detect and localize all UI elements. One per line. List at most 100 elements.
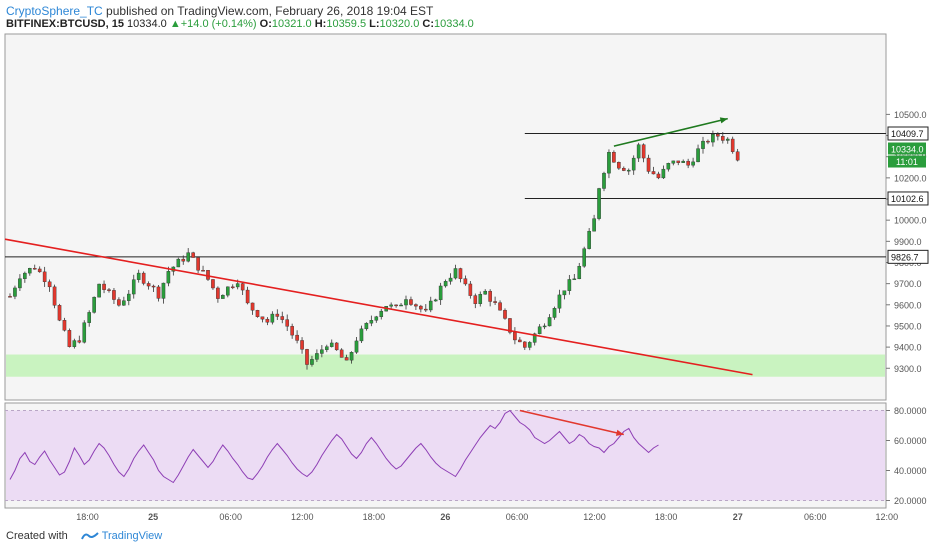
change-value: +14.0 (+0.14%): [180, 18, 257, 30]
candle-body-36: [186, 252, 191, 262]
time-tick-label-5: 26: [440, 512, 450, 522]
candle-body-17: [92, 296, 96, 313]
candle-body-107: [537, 326, 542, 335]
candle-body-122: [612, 151, 616, 163]
candle-body-82: [414, 304, 418, 307]
candle-body-75: [379, 310, 384, 317]
candle-body-79: [399, 304, 403, 307]
candle-body-73: [369, 320, 374, 324]
candle-body-87: [438, 285, 443, 301]
candle-body-30: [156, 286, 161, 299]
candle-body-46: [235, 283, 240, 288]
candle-body-66: [334, 342, 339, 351]
candle-body-123: [617, 162, 621, 169]
level-label-1: 10102.6: [891, 194, 924, 204]
price-pane: [4, 33, 887, 401]
candle-body-50: [255, 310, 260, 317]
price-tick-label-5: 10000.0: [894, 216, 927, 226]
candle-body-80: [404, 299, 408, 306]
candle-body-144: [721, 136, 725, 141]
candle-body-102: [513, 332, 517, 341]
candle-body-81: [409, 299, 413, 305]
candle-body-7: [42, 271, 47, 283]
candle-body-140: [701, 140, 705, 149]
candle-body-22: [117, 299, 121, 306]
candle-body-57: [290, 326, 294, 336]
candle-body-38: [196, 257, 200, 271]
candle-body-27: [141, 272, 146, 284]
footer: Created with TradingView: [6, 530, 162, 542]
candle-body-90: [453, 268, 458, 279]
candle-body-127: [636, 144, 641, 159]
candle-body-44: [225, 286, 230, 296]
low-value: 10320.0: [379, 18, 420, 30]
price-tick-label-3: 10200.0: [894, 173, 927, 183]
candle-body-15: [82, 322, 87, 343]
candle-body-34: [176, 258, 181, 268]
candle-body-83: [419, 305, 423, 310]
candle-body-132: [661, 168, 666, 179]
candle-body-136: [681, 160, 685, 163]
candle-body-4: [28, 268, 32, 274]
candle-body-97: [488, 290, 492, 302]
price-tick-label-9: 9600.0: [894, 300, 922, 310]
level-label-2: 9826.7: [891, 252, 919, 262]
candle-body-31: [161, 282, 166, 299]
symbol-label: BITFINEX:BTCUSD, 15: [6, 18, 124, 30]
time-tick-label-0: 18:00: [76, 512, 99, 522]
candle-body-119: [597, 188, 601, 219]
candle-body-111: [557, 294, 562, 309]
price-divergence-arrow-line: [613, 117, 728, 147]
candle-body-114: [572, 278, 577, 281]
brand-link[interactable]: TradingView: [101, 530, 163, 542]
candle-body-39: [201, 270, 205, 272]
candle-body-69: [349, 352, 354, 361]
time-tick-label-11: 12:00: [876, 512, 899, 522]
candle-body-110: [552, 308, 557, 318]
candle-body-147: [735, 151, 740, 161]
candle-body-77: [389, 304, 393, 307]
candle-body-51: [260, 316, 265, 320]
candle-body-3: [23, 272, 27, 279]
candle-body-13: [72, 340, 77, 347]
candle-body-48: [245, 289, 250, 304]
candle-body-130: [651, 171, 656, 175]
candle-body-92: [463, 278, 468, 285]
candle-body-88: [443, 281, 448, 287]
candle-body-11: [62, 320, 67, 331]
candle-body-120: [602, 172, 606, 189]
candle-body-142: [711, 134, 715, 143]
candle-body-53: [270, 313, 275, 323]
candle-body-91: [458, 268, 463, 279]
candle-body-47: [240, 283, 245, 291]
time-tick-label-1: 25: [148, 512, 158, 522]
close-value: 10334.0: [433, 18, 474, 30]
candle-body-45: [230, 286, 235, 289]
candle-body-128: [641, 144, 646, 159]
countdown-label-box: [888, 155, 926, 168]
candle-body-116: [582, 248, 586, 267]
candle-body-126: [631, 157, 636, 171]
candle-body-65: [329, 342, 334, 347]
author-link[interactable]: CryptoSphere_TC: [6, 4, 103, 18]
candle-body-86: [433, 299, 438, 302]
candle-body-112: [562, 290, 567, 296]
candle-body-56: [285, 319, 290, 327]
candle-body-52: [265, 318, 270, 323]
candle-body-105: [527, 342, 532, 348]
time-tick-label-4: 18:00: [363, 512, 386, 522]
candle-body-99: [498, 302, 502, 311]
candle-body-145: [725, 138, 730, 141]
candle-body-139: [696, 148, 700, 163]
price-tick-label-8: 9700.0: [894, 279, 922, 289]
last-price: 10334.0: [127, 18, 167, 30]
support-zone: [6, 354, 885, 377]
candle-body-143: [716, 134, 720, 137]
time-tick-label-8: 18:00: [655, 512, 678, 522]
candle-body-101: [508, 318, 512, 333]
candle-body-54: [275, 313, 280, 317]
price-tick-label-6: 9900.0: [894, 237, 922, 247]
candle-body-26: [136, 272, 141, 280]
candle-body-62: [315, 353, 319, 360]
